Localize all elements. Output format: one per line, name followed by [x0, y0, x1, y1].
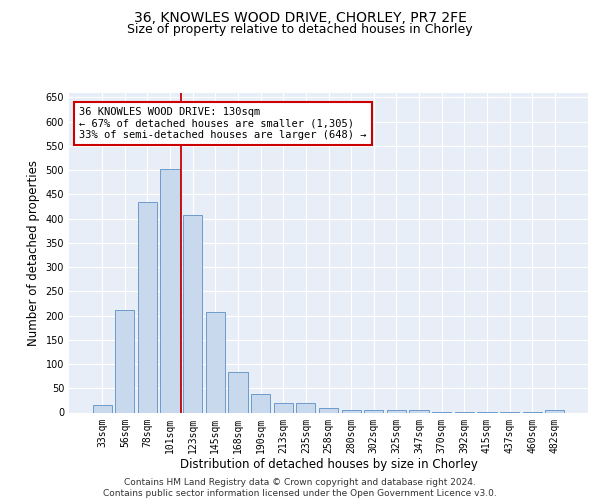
Text: Contains HM Land Registry data © Crown copyright and database right 2024.
Contai: Contains HM Land Registry data © Crown c… [103, 478, 497, 498]
Bar [229, 372, 248, 412]
Text: 36, KNOWLES WOOD DRIVE, CHORLEY, PR7 2FE: 36, KNOWLES WOOD DRIVE, CHORLEY, PR7 2FE [134, 11, 466, 25]
Bar [409, 410, 428, 412]
X-axis label: Distribution of detached houses by size in Chorley: Distribution of detached houses by size … [179, 458, 478, 471]
Text: Size of property relative to detached houses in Chorley: Size of property relative to detached ho… [127, 22, 473, 36]
Bar [341, 410, 361, 412]
Bar [274, 404, 293, 412]
Bar [160, 169, 180, 412]
Bar [296, 404, 316, 412]
Bar [387, 410, 406, 412]
Bar [92, 405, 112, 412]
Bar [183, 214, 202, 412]
Bar [138, 202, 157, 412]
Bar [364, 410, 383, 412]
Bar [319, 408, 338, 412]
Y-axis label: Number of detached properties: Number of detached properties [27, 160, 40, 346]
Bar [545, 410, 565, 412]
Text: 36 KNOWLES WOOD DRIVE: 130sqm
← 67% of detached houses are smaller (1,305)
33% o: 36 KNOWLES WOOD DRIVE: 130sqm ← 67% of d… [79, 107, 367, 140]
Bar [251, 394, 270, 412]
Bar [206, 312, 225, 412]
Bar [115, 310, 134, 412]
